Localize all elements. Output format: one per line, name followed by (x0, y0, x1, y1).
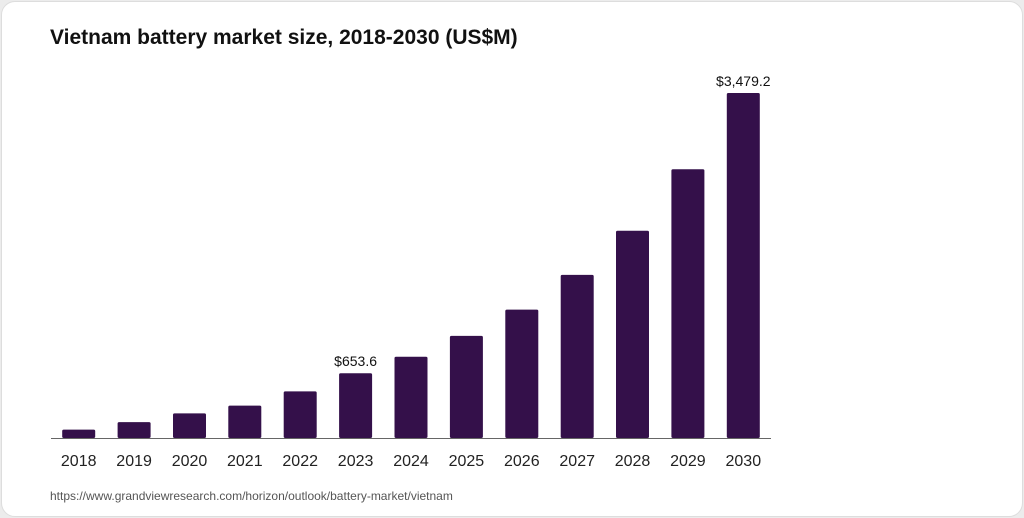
bar-2027 (560, 274, 594, 438)
x-tick-label-2030: 2030 (726, 453, 762, 470)
bar-2030 (726, 93, 760, 438)
x-tick-label-2029: 2029 (670, 453, 706, 470)
x-tick-label-2021: 2021 (227, 453, 263, 470)
x-tick-label-2028: 2028 (615, 453, 651, 470)
bar-2021 (228, 405, 262, 438)
bar-2022 (283, 391, 317, 438)
bar-2026 (505, 309, 539, 438)
chart-title: Vietnam battery market size, 2018-2030 (… (50, 26, 518, 49)
bar-2018 (62, 429, 96, 438)
bar-2019 (117, 422, 151, 438)
bar-2029 (671, 169, 705, 439)
x-tick-label-2022: 2022 (282, 453, 318, 470)
data-label-2023: $653.6 (334, 353, 377, 369)
x-tick-label-2025: 2025 (449, 453, 485, 470)
bar-2023 (339, 373, 373, 438)
x-tick-label-2018: 2018 (61, 453, 97, 470)
x-tick-labels: 2018 2019 2020 2021 2022 2023 2024 2025 2026 2027… (61, 453, 761, 470)
x-tick-label-2027: 2027 (559, 453, 595, 470)
x-tick-label-2026: 2026 (504, 453, 540, 470)
data-labels: $653.6 $3,479.2 (334, 73, 771, 369)
data-label-2030: $3,479.2 (716, 73, 771, 89)
x-tick-label-2020: 2020 (172, 453, 208, 470)
x-tick-label-2019: 2019 (116, 453, 152, 470)
bar-2024 (394, 356, 428, 438)
source-link[interactable]: https://www.grandviewresearch.com/horizo… (50, 489, 453, 503)
bars-group (62, 93, 760, 439)
x-tick-label-2024: 2024 (393, 453, 429, 470)
bar-2025 (449, 335, 483, 438)
bar-2028 (616, 230, 649, 438)
x-tick-label-2023: 2023 (338, 453, 374, 470)
bar-2020 (173, 413, 206, 438)
